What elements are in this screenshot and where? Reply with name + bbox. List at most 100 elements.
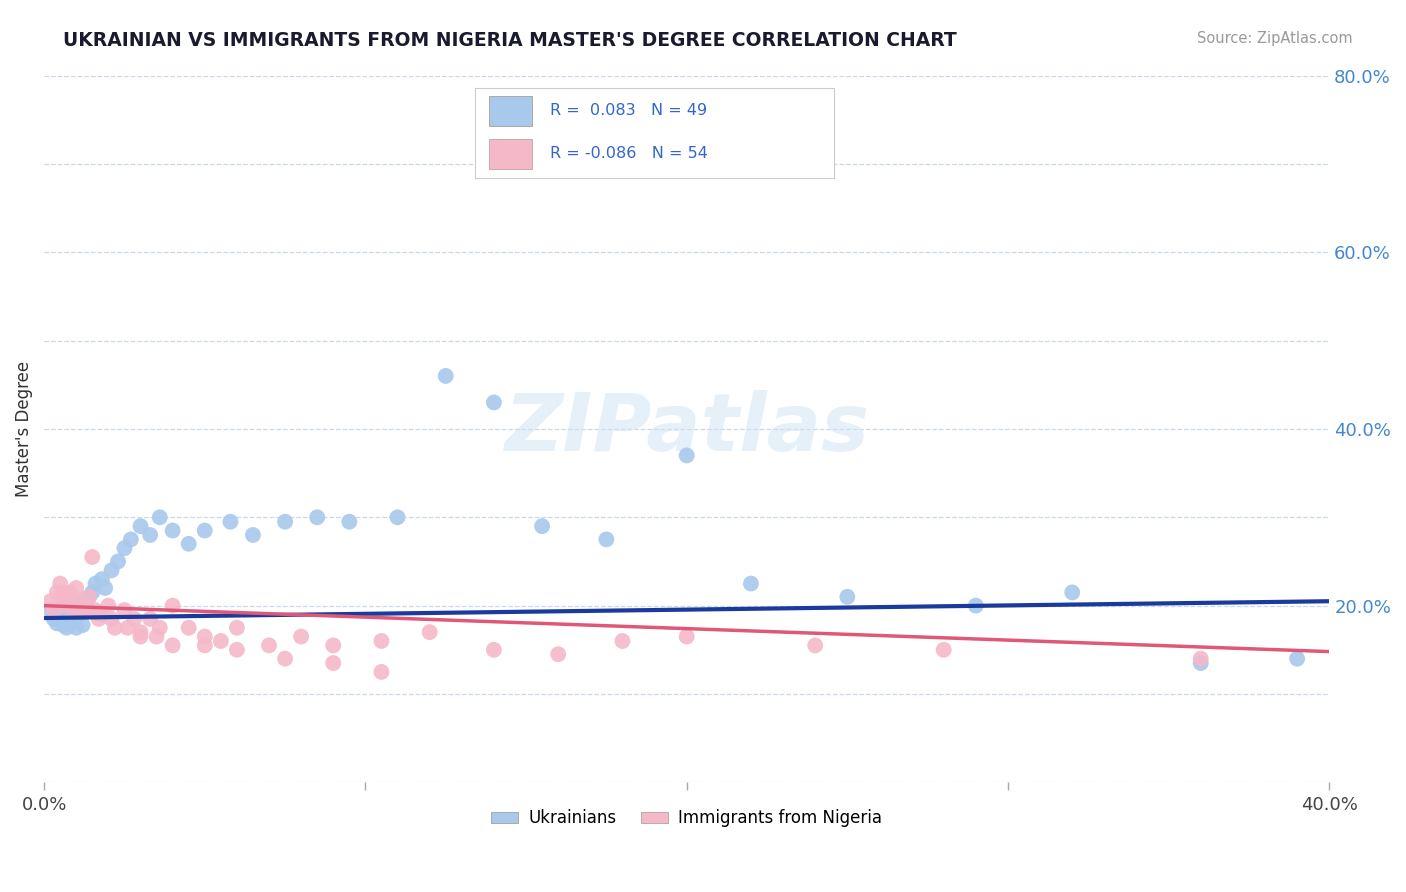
Point: [39, 594, 62, 608]
Point: [219, 515, 242, 529]
Point: [75, 599, 97, 613]
Point: [370, 634, 392, 648]
Point: [162, 639, 184, 653]
Point: [225, 621, 247, 635]
Point: [75, 603, 97, 617]
Point: [434, 368, 457, 383]
Point: [49, 607, 72, 622]
Point: [209, 634, 232, 648]
Point: [274, 651, 297, 665]
Point: [139, 528, 162, 542]
Point: [129, 630, 152, 644]
Point: [55, 621, 77, 635]
Point: [94, 581, 117, 595]
Point: [97, 599, 120, 613]
Point: [72, 603, 94, 617]
Text: Source: ZipAtlas.com: Source: ZipAtlas.com: [1197, 31, 1353, 46]
Point: [965, 599, 987, 613]
Point: [91, 572, 114, 586]
Point: [129, 519, 152, 533]
Point: [39, 603, 62, 617]
Point: [932, 642, 955, 657]
Point: [59, 612, 82, 626]
Legend: Ukrainians, Immigrants from Nigeria: Ukrainians, Immigrants from Nigeria: [485, 803, 889, 834]
Point: [69, 607, 91, 622]
Point: [419, 625, 441, 640]
Point: [337, 515, 360, 529]
Point: [129, 625, 152, 640]
Point: [69, 594, 91, 608]
Text: ZIPatlas: ZIPatlas: [505, 390, 869, 468]
Point: [46, 607, 69, 622]
Point: [162, 524, 184, 538]
Point: [77, 590, 100, 604]
Point: [77, 590, 100, 604]
Point: [46, 616, 69, 631]
Point: [370, 665, 392, 679]
Point: [804, 639, 827, 653]
Point: [145, 630, 167, 644]
Point: [387, 510, 409, 524]
Point: [114, 603, 136, 617]
Point: [42, 612, 65, 626]
Point: [162, 599, 184, 613]
Point: [1062, 585, 1084, 599]
Point: [104, 621, 127, 635]
Point: [59, 615, 82, 629]
Point: [82, 549, 104, 564]
Point: [837, 590, 859, 604]
Point: [290, 630, 312, 644]
Point: [107, 554, 129, 568]
Point: [72, 618, 94, 632]
Point: [122, 612, 145, 626]
Point: [675, 449, 697, 463]
Point: [612, 634, 634, 648]
Point: [91, 607, 114, 622]
Point: [55, 590, 77, 604]
Point: [82, 585, 104, 599]
Point: [595, 533, 617, 547]
Point: [84, 603, 107, 617]
Point: [87, 606, 110, 620]
Point: [482, 642, 505, 657]
Point: [482, 395, 505, 409]
Point: [75, 599, 97, 613]
Point: [322, 639, 344, 653]
Point: [194, 639, 217, 653]
Point: [177, 537, 200, 551]
Point: [1189, 651, 1212, 665]
Point: [1286, 651, 1309, 665]
Y-axis label: Master's Degree: Master's Degree: [15, 361, 32, 497]
Point: [65, 581, 87, 595]
Point: [59, 585, 82, 599]
Point: [531, 519, 554, 533]
Point: [114, 541, 136, 556]
Point: [62, 603, 84, 617]
Point: [1189, 656, 1212, 670]
Point: [100, 612, 122, 626]
Point: [72, 594, 94, 608]
Point: [52, 618, 75, 632]
Point: [87, 612, 110, 626]
Point: [117, 621, 139, 635]
Point: [547, 647, 569, 661]
Point: [62, 603, 84, 617]
Point: [52, 599, 75, 613]
Point: [225, 642, 247, 657]
Point: [52, 599, 75, 613]
Point: [740, 576, 762, 591]
Point: [257, 639, 280, 653]
Point: [194, 524, 217, 538]
Point: [139, 612, 162, 626]
Point: [177, 621, 200, 635]
Point: [84, 576, 107, 591]
Point: [62, 599, 84, 613]
Point: [194, 630, 217, 644]
Point: [120, 533, 142, 547]
Point: [274, 515, 297, 529]
Point: [242, 528, 264, 542]
Point: [675, 630, 697, 644]
Point: [52, 585, 75, 599]
Point: [49, 576, 72, 591]
Point: [307, 510, 329, 524]
